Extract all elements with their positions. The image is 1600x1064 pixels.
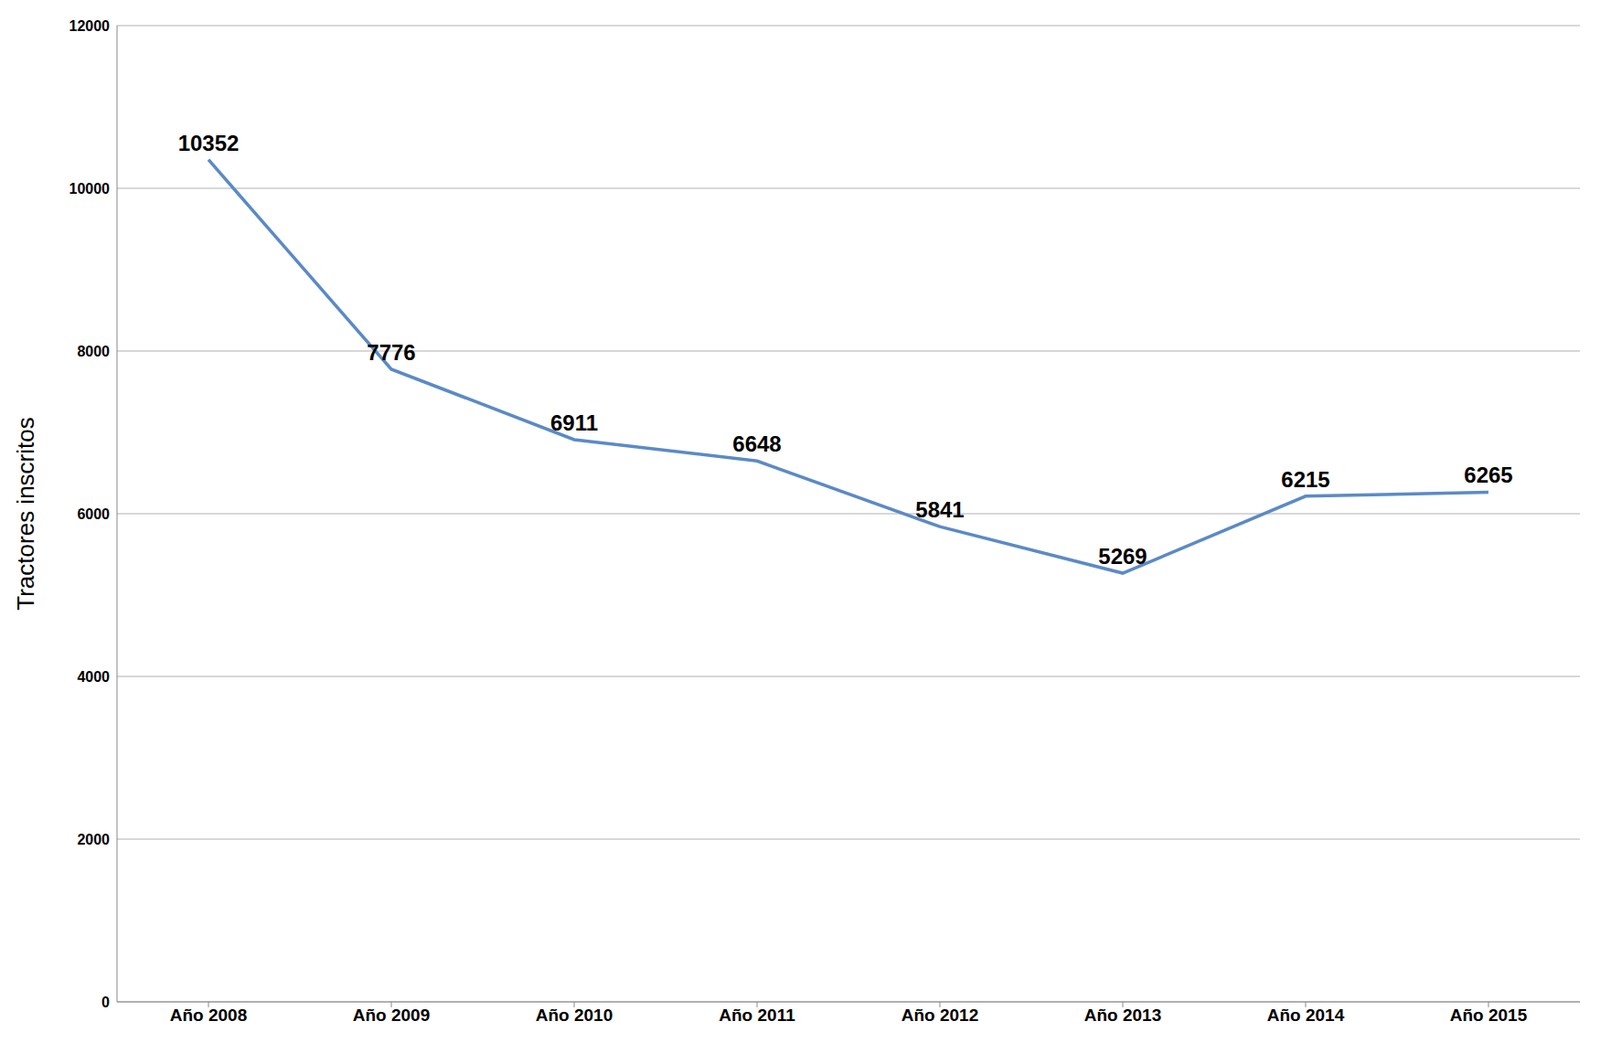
svg-text:2000: 2000 [76,832,110,848]
svg-text:6265: 6265 [1463,462,1513,488]
svg-text:Año 2011: Año 2011 [718,1005,796,1025]
svg-text:Año 2015: Año 2015 [1450,1005,1528,1025]
svg-text:Año 2009: Año 2009 [352,1005,430,1025]
svg-text:0: 0 [101,994,110,1011]
svg-text:Año 2012: Año 2012 [901,1005,979,1025]
svg-text:6000: 6000 [76,506,110,523]
svg-text:4000: 4000 [76,669,110,685]
svg-text:Año 2008: Año 2008 [170,1005,247,1025]
svg-text:Año 2010: Año 2010 [535,1005,613,1025]
svg-text:12000: 12000 [69,18,111,34]
svg-text:5269: 5269 [1098,544,1147,569]
svg-text:6911: 6911 [550,410,598,436]
svg-text:Tractores inscritos: Tractores inscritos [11,416,40,610]
svg-text:Año 2014: Año 2014 [1267,1005,1345,1025]
svg-text:7776: 7776 [366,340,416,365]
svg-text:6648: 6648 [732,431,781,457]
svg-text:8000: 8000 [76,343,110,360]
svg-text:10000: 10000 [69,181,111,197]
svg-text:5841: 5841 [915,497,964,523]
svg-text:6215: 6215 [1280,467,1330,492]
svg-text:Año 2013: Año 2013 [1084,1005,1162,1025]
svg-text:10352: 10352 [178,130,240,156]
